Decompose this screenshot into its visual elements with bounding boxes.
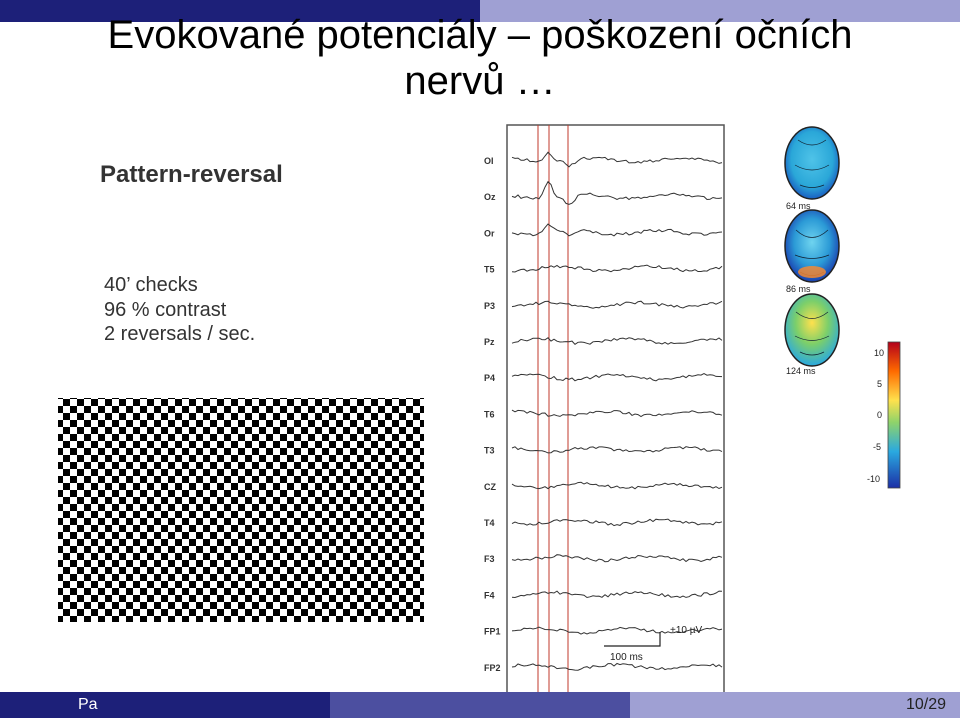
title-line-1: Evokované potenciály – poškození očních <box>107 13 853 57</box>
header-bar-light <box>480 0 960 22</box>
eeg-traces <box>511 151 723 671</box>
colorbar-tick-1: 10 <box>874 348 884 358</box>
eeg-trace <box>511 481 723 490</box>
eeg-trace <box>511 409 723 418</box>
eeg-channel-label: T4 <box>484 518 495 528</box>
topomap-label-1: 64 ms <box>786 201 811 211</box>
eeg-scale-bar <box>604 632 661 647</box>
pattern-param-2: 96 % contrast <box>104 299 227 321</box>
eeg-channel-label: P4 <box>484 373 495 383</box>
pattern-heading: Pattern-reversal <box>100 161 283 188</box>
eeg-trace <box>511 554 723 563</box>
eeg-channel-label: Pz <box>484 337 495 347</box>
footer-bar <box>0 692 960 718</box>
eeg-trace <box>511 373 723 382</box>
eeg-trace <box>511 590 723 599</box>
topomap-1 <box>784 126 840 200</box>
eeg-trace <box>511 446 723 454</box>
eeg-trace <box>511 151 723 168</box>
eeg-trace <box>511 264 723 273</box>
pattern-param-3: 2 reversals / sec. <box>104 323 255 345</box>
slide-title: Evokované potenciály – poškození očních … <box>0 12 960 104</box>
colorbar-tick-5: -10 <box>867 474 880 484</box>
footer-author: Pa <box>78 696 98 713</box>
topomap-label-2: 86 ms <box>786 284 811 294</box>
topomap-2 <box>784 209 840 283</box>
colorbar-tick-4: -5 <box>873 442 881 452</box>
page-number: 10/29 <box>905 696 946 713</box>
eeg-channel-labels: OI Oz Or T5 P3 Pz P4 T6 T3 CZ T4 F3 F4 FP1 FP2 <box>484 156 501 673</box>
eeg-channel-label: Oz <box>484 192 496 202</box>
eeg-trace <box>511 180 723 205</box>
header-bar-dark <box>0 0 480 22</box>
eeg-trace <box>511 337 723 345</box>
eeg-channel-label: Or <box>484 228 495 238</box>
pattern-param-1: 40’ checks <box>104 274 198 296</box>
checkerboard-stimulus <box>58 398 424 622</box>
eeg-channel-label: P3 <box>484 301 495 311</box>
title-line-2: nervů … <box>404 59 556 103</box>
eeg-channel-label: OI <box>484 156 494 166</box>
eeg-trace <box>511 518 723 527</box>
eeg-channel-label: F4 <box>484 590 495 600</box>
eeg-channel-label: T3 <box>484 446 495 456</box>
colorbar-tick-2: 5 <box>877 379 882 389</box>
eeg-trace <box>511 300 723 309</box>
topomap-label-3: 124 ms <box>786 366 816 376</box>
eeg-channel-label: F3 <box>484 554 495 564</box>
eeg-trace <box>511 662 723 671</box>
header-bar <box>0 0 960 22</box>
topomap-3 <box>784 293 840 367</box>
colorbar <box>887 341 901 489</box>
eeg-scale-time: 100 ms <box>610 652 643 663</box>
eeg-channel-label: T6 <box>484 409 495 419</box>
eeg-channel-label: CZ <box>484 482 496 492</box>
eeg-channel-label: T5 <box>484 265 495 275</box>
eeg-trace <box>511 626 723 635</box>
eeg-scale-amplitude: +10 µV <box>670 625 703 636</box>
eeg-channel-label: FP1 <box>484 627 501 637</box>
eeg-trace <box>511 223 723 237</box>
colorbar-tick-3: 0 <box>877 410 882 420</box>
eeg-channel-label: FP2 <box>484 663 501 673</box>
